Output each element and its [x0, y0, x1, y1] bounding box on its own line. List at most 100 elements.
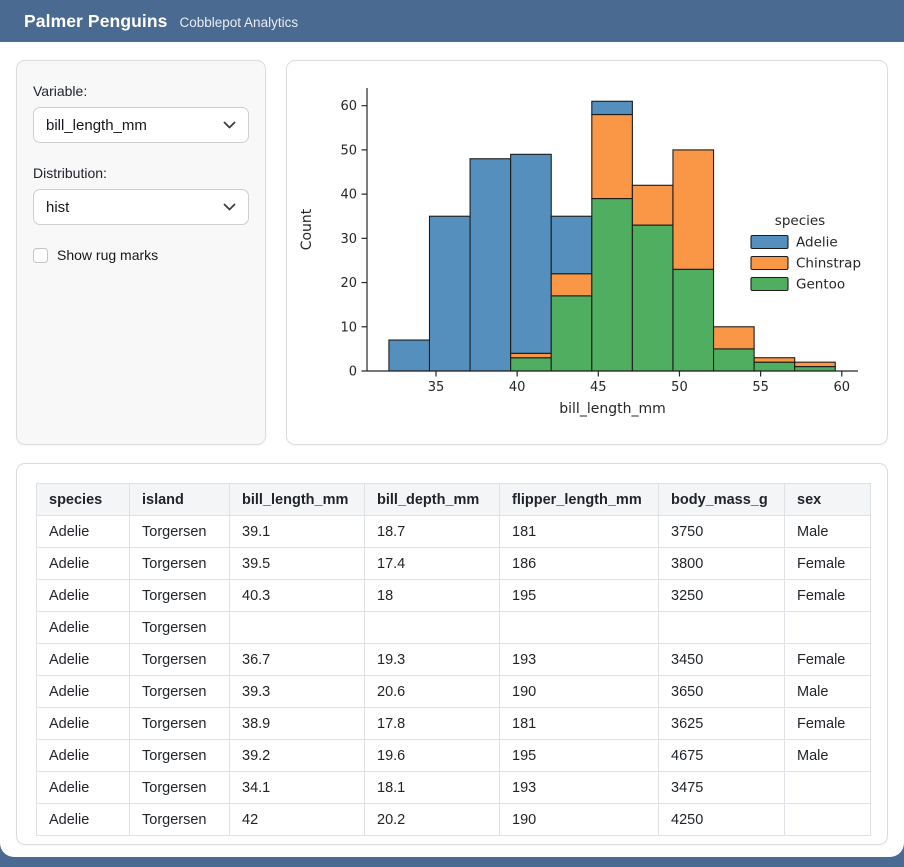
- table-body: Adelie Torgersen 39.1 18.7 181 3750 Male Adelie…: [36, 515, 871, 836]
- show-rug-label: Show rug marks: [57, 247, 159, 263]
- table-row: Adelie Torgersen 39.2 19.6 195 4675 Male: [36, 739, 871, 772]
- table-row: Adelie Torgersen 39.1 18.7 181 3750 Male: [36, 515, 871, 548]
- table-cell: Adelie: [36, 611, 130, 644]
- distribution-select-value: hist: [46, 198, 70, 216]
- table-cell: Torgersen: [129, 771, 230, 804]
- hist-bar-adelie: [469, 158, 512, 372]
- app-header-titles: Palmer Penguins Cobblepot Analytics: [24, 11, 298, 32]
- table-cell: Female: [784, 643, 871, 676]
- x-axis-label: bill_length_mm: [559, 401, 665, 417]
- hist-bar-gentoo: [712, 348, 755, 372]
- column-header-species: species: [36, 483, 130, 516]
- table-cell: [658, 611, 785, 644]
- table-cell: 193: [499, 771, 659, 804]
- table-cell: Adelie: [36, 803, 130, 836]
- histogram-chart: 35 40 45 50 55 60 0 10 20 30 40 50 60 bill_length_mm C…: [299, 88, 861, 417]
- table-cell: Adelie: [36, 579, 130, 612]
- table-cell: 19.3: [364, 643, 500, 676]
- table-cell: Female: [784, 579, 871, 612]
- legend-label-adelie: Adelie: [796, 235, 838, 251]
- table-cell: 19.6: [364, 739, 500, 772]
- hist-bar-chinstrap: [672, 149, 715, 270]
- table-cell: Male: [784, 515, 871, 548]
- x-tick-label: 40: [509, 380, 526, 395]
- y-tick-label: 0: [349, 365, 357, 380]
- y-axis-label: Count: [299, 208, 315, 250]
- y-tick-label: 20: [340, 276, 357, 291]
- table-cell: 36.7: [229, 643, 365, 676]
- table-cell: 39.3: [229, 675, 365, 708]
- table-cell: Torgersen: [129, 675, 230, 708]
- table-cell: Torgersen: [129, 579, 230, 612]
- table-cell: 3475: [658, 771, 785, 804]
- hist-bar-chinstrap: [591, 113, 633, 200]
- column-header-flipper_length_mm: flipper_length_mm: [499, 483, 659, 516]
- y-tick-label: 40: [340, 188, 357, 203]
- app-subtitle: Cobblepot Analytics: [179, 14, 299, 30]
- table-cell: Adelie: [36, 675, 130, 708]
- x-tick-label: 50: [671, 380, 688, 395]
- variable-select[interactable]: bill_length_mm: [33, 107, 249, 143]
- penguins-table: species island bill_length_mm bill_depth_mm…: [36, 483, 871, 836]
- sidebar-panel: Variable: bill_length_mm Distribution: h…: [16, 60, 266, 445]
- table-cell: 3800: [658, 547, 785, 580]
- chevron-down-icon: [223, 203, 236, 211]
- hist-bar-chinstrap: [510, 352, 552, 359]
- legend-label-chinstrap: Chinstrap: [796, 256, 861, 272]
- table-cell: Adelie: [36, 771, 130, 804]
- table-row: Adelie Torgersen 39.3 20.6 190 3650 Male: [36, 675, 871, 708]
- table-cell: 38.9: [229, 707, 365, 740]
- column-header-body_mass_g: body_mass_g: [658, 483, 785, 516]
- table-cell: Torgersen: [129, 611, 230, 644]
- chevron-down-icon: [223, 121, 236, 129]
- distribution-select[interactable]: hist: [33, 189, 249, 225]
- table-cell: Torgersen: [129, 803, 230, 836]
- table-row: Adelie Torgersen 40.3 18 195 3250 Female: [36, 579, 871, 612]
- y-tick-label: 30: [340, 232, 357, 247]
- table-cell: 42: [229, 803, 365, 836]
- table-cell: 4250: [658, 803, 785, 836]
- table-cell: [364, 611, 500, 644]
- legend-title: species: [775, 213, 825, 229]
- table-cell: [784, 771, 871, 804]
- table-cell: 17.8: [364, 707, 500, 740]
- table-cell: Adelie: [36, 739, 130, 772]
- table-cell: Male: [784, 739, 871, 772]
- x-tick-label: 45: [590, 380, 607, 395]
- legend-label-gentoo: Gentoo: [796, 277, 845, 293]
- hist-bar-gentoo: [672, 268, 715, 372]
- variable-select-value: bill_length_mm: [46, 116, 147, 134]
- column-header-bill_depth_mm: bill_depth_mm: [364, 483, 500, 516]
- table-cell: 18: [364, 579, 500, 612]
- table-cell: Male: [784, 675, 871, 708]
- table-cell: Torgersen: [129, 515, 230, 548]
- hist-bar-gentoo: [591, 197, 633, 372]
- table-row: Adelie Torgersen 36.7 19.3 193 3450 Female: [36, 643, 871, 676]
- hist-bar-adelie: [591, 100, 633, 116]
- hist-bar-adelie: [510, 153, 552, 354]
- y-tick-label: 50: [340, 143, 357, 158]
- table-cell: Torgersen: [129, 643, 230, 676]
- table-cell: Adelie: [36, 515, 130, 548]
- table-cell: Adelie: [36, 707, 130, 740]
- show-rug-checkbox[interactable]: [33, 247, 48, 263]
- hist-bar-chinstrap: [631, 184, 674, 226]
- app-header: Palmer Penguins Cobblepot Analytics: [0, 0, 904, 42]
- table-row: Adelie Torgersen 38.9 17.8 181 3625 Female: [36, 707, 871, 740]
- table-cell: 3625: [658, 707, 785, 740]
- x-tick-label: 60: [833, 380, 850, 395]
- table-cell: 20.6: [364, 675, 500, 708]
- table-cell: [499, 611, 659, 644]
- chart-card: 35 40 45 50 55 60 0 10 20 30 40 50 60 bill_length_mm C…: [286, 60, 888, 445]
- table-cell: 4675: [658, 739, 785, 772]
- table-cell: 18.1: [364, 771, 500, 804]
- distribution-label: Distribution:: [33, 165, 107, 181]
- table-cell: 40.3: [229, 579, 365, 612]
- column-header-sex: sex: [784, 483, 871, 516]
- column-header-bill_length_mm: bill_length_mm: [229, 483, 365, 516]
- column-header-island: island: [129, 483, 230, 516]
- table-cell: 3750: [658, 515, 785, 548]
- x-tick-label: 55: [752, 380, 769, 395]
- table-row: Adelie Torgersen 34.1 18.1 193 3475: [36, 771, 871, 804]
- hist-bar-gentoo: [794, 366, 836, 372]
